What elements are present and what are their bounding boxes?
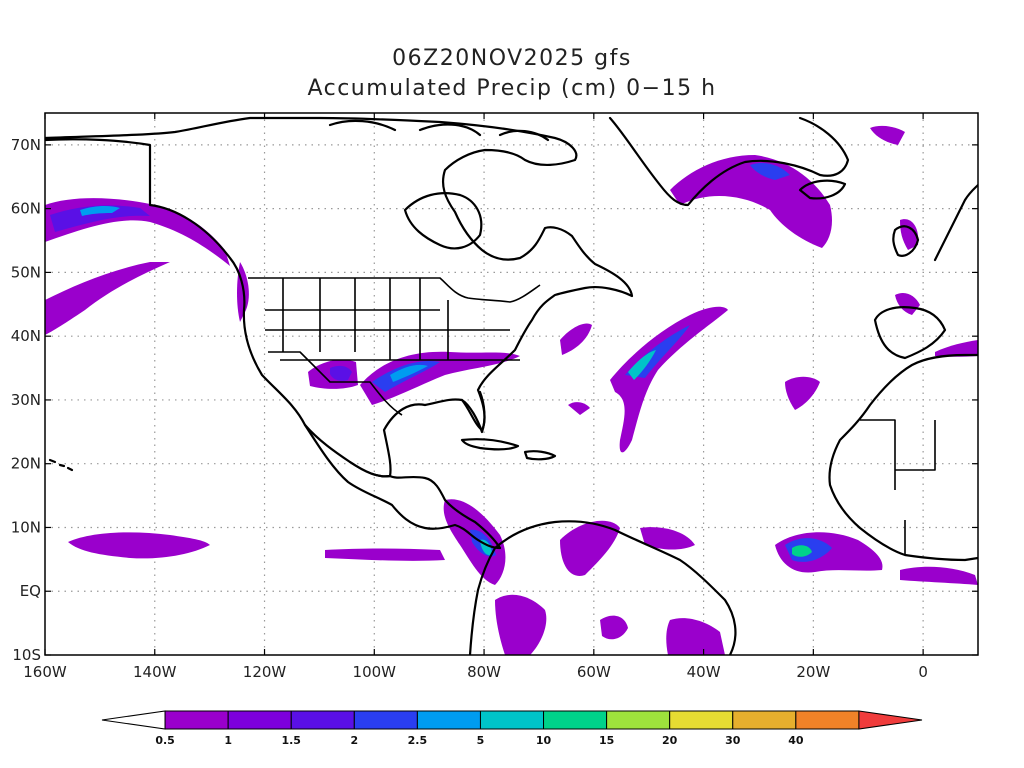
map-frame <box>44 112 979 656</box>
map-title: 06Z20NOV2025 gfs <box>392 46 632 71</box>
precip-area-norway <box>870 125 905 145</box>
precip-area-atlantic-west <box>560 323 592 355</box>
precip-area-west-africa <box>900 566 978 585</box>
political-borders <box>149 145 936 555</box>
lat-tick-label: EQ <box>20 582 41 600</box>
lat-tick-label: 50N <box>11 263 41 281</box>
colorbar-label: 2.5 <box>408 734 428 747</box>
coast-south-america <box>468 520 737 655</box>
coast-north-america <box>45 116 634 478</box>
precip-fields <box>45 125 978 655</box>
coast-africa <box>828 353 978 562</box>
colorbar-swatch <box>543 710 608 730</box>
precip-area-alaska-heavy <box>50 205 150 232</box>
precip-area-itcz-pacific-east <box>325 548 445 561</box>
colorbar-swatch <box>669 710 734 730</box>
coast-hispaniola <box>523 450 557 461</box>
colorbar-label: 15 <box>599 734 614 747</box>
map-background <box>45 113 978 655</box>
lon-tick-label: 0 <box>918 663 928 681</box>
lon-tick-label: 20W <box>796 663 830 681</box>
lon-tick-label: 160W <box>23 663 67 681</box>
coastlines <box>45 116 978 655</box>
precip-area-southern-us-core <box>390 364 428 382</box>
coast-hawaii <box>48 458 74 472</box>
colorbar-swatch <box>795 710 860 730</box>
lon-tick-label: 80W <box>467 663 501 681</box>
lon-tick-label: 60W <box>577 663 611 681</box>
precip-area-guianas <box>640 527 695 550</box>
colorbar-swatch <box>606 710 671 730</box>
lon-tick-label: 140W <box>133 663 177 681</box>
colorbar-label: 2 <box>350 734 358 747</box>
lon-tick-label: 120W <box>243 663 287 681</box>
axis-ticks <box>44 113 978 656</box>
colorbar-swatch <box>290 710 355 730</box>
lat-tick-label: 30N <box>11 391 41 409</box>
coast-central-america <box>303 423 502 550</box>
precip-area-amazon <box>495 594 547 655</box>
lon-tick-label: 100W <box>353 663 397 681</box>
lon-tick-label: 40W <box>687 663 721 681</box>
coast-cuba <box>460 438 520 451</box>
lat-tick-label: 70N <box>11 136 41 154</box>
precip-area-brazil-central <box>600 615 628 640</box>
latitude-labels: 10S EQ 10N 20N 30N 40N 50N 60N 70N <box>11 136 41 664</box>
colorbar-swatch-highest <box>858 710 923 730</box>
colorbar-label: 10 <box>536 734 552 747</box>
coast-greenland <box>608 116 850 207</box>
colorbar-label: 30 <box>725 734 741 747</box>
colorbar-label: 0.5 <box>155 734 175 747</box>
precip-area-itcz-pacific <box>68 532 210 559</box>
precip-area-brazil-east <box>666 618 725 655</box>
precip-area-east-atlantic <box>785 376 820 410</box>
colorbar <box>101 710 923 730</box>
lat-tick-label: 60N <box>11 200 41 218</box>
colorbar-swatch <box>732 710 797 730</box>
precip-area-europe <box>895 293 920 315</box>
colorbar-label: 40 <box>788 734 804 747</box>
precip-area-pacific-band <box>45 262 170 335</box>
border-us-states <box>265 278 520 361</box>
precip-area-atlantic-core <box>628 350 656 380</box>
coast-arctic-islands <box>328 119 550 142</box>
precip-area-south-america-north <box>560 520 620 576</box>
border-us-mexico <box>268 351 403 416</box>
map-subtitle: Accumulated Precip (cm) 0−15 h <box>307 76 717 101</box>
lat-tick-label: 10S <box>12 646 41 664</box>
colorbar-label: 1.5 <box>281 734 301 747</box>
precip-area-greenland-heavy <box>750 163 790 180</box>
colorbar-swatch <box>416 710 481 730</box>
precip-area-mediterranean <box>935 340 978 357</box>
coast-hudson-bay <box>403 192 483 250</box>
lat-tick-label: 20N <box>11 455 41 473</box>
coast-iceland <box>798 179 847 200</box>
colorbar-swatch-lowest <box>101 710 166 730</box>
precip-area-atlantic-small <box>568 402 590 415</box>
colorbar-label: 20 <box>662 734 678 747</box>
precip-area-alaska-core <box>80 205 120 216</box>
colorbar-swatch <box>353 710 418 730</box>
precip-area-itcz-atlantic-core <box>792 545 812 557</box>
precip-area-atlantic-band <box>610 306 728 453</box>
colorbar-swatch <box>479 710 545 730</box>
longitude-labels: 160W 140W 120W 100W 80W 60W 40W 20W 0 <box>23 663 928 681</box>
coast-scandinavia <box>933 183 978 262</box>
colorbar-swatch <box>227 710 292 730</box>
colorbar-label: 5 <box>477 734 485 747</box>
colorbar-label: 1 <box>224 734 232 747</box>
border-us-canada <box>248 277 541 303</box>
colorbar-swatch <box>164 710 229 730</box>
precip-area-southwest-heavy <box>330 365 352 381</box>
colorbar-labels: 0.5 1 1.5 2 2.5 5 10 15 20 30 40 <box>155 734 804 747</box>
lat-tick-label: 40N <box>11 327 41 345</box>
coast-british-isles <box>892 225 920 257</box>
precip-area-greenland <box>670 155 833 248</box>
border-west-africa <box>860 419 936 555</box>
coast-florida <box>460 390 486 434</box>
coast-iberia <box>873 306 947 360</box>
lat-tick-label: 10N <box>11 518 41 536</box>
precip-area-southern-us <box>360 351 520 405</box>
